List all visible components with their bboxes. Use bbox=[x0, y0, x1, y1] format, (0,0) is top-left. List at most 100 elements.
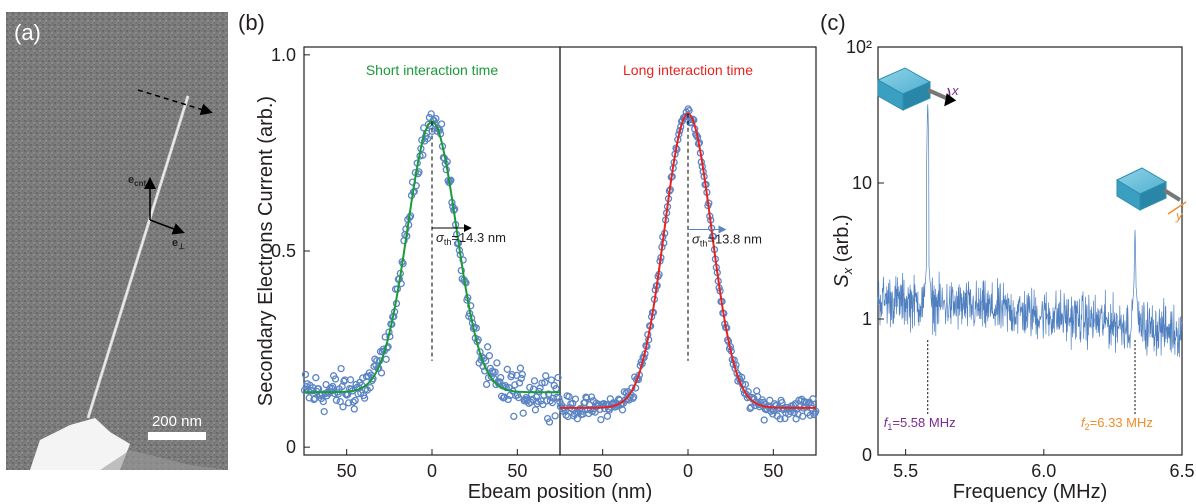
sigma-annotation-right: σth=13.8 nm bbox=[692, 231, 762, 248]
data-point bbox=[339, 403, 347, 411]
data-point bbox=[447, 176, 455, 184]
data-point bbox=[337, 364, 345, 373]
x-tick-label: 50 bbox=[763, 461, 783, 481]
peak-markers bbox=[927, 340, 1136, 415]
x-tick-label: 0 bbox=[427, 461, 437, 481]
y-axis-title-b: Secondary Electrons Current (arb.) bbox=[255, 96, 277, 406]
svg-text:y: y bbox=[1175, 208, 1184, 223]
data-point bbox=[504, 395, 512, 404]
data-point bbox=[467, 302, 475, 310]
panel-a: ecnt e⊥ 200 nm (a) bbox=[6, 12, 228, 470]
data-point bbox=[377, 369, 386, 377]
scan-direction-arrow bbox=[137, 89, 213, 116]
data-point bbox=[551, 412, 559, 420]
data-point bbox=[571, 395, 580, 403]
gaussian-fit-left bbox=[304, 120, 560, 394]
panel-label-c: (c) bbox=[820, 10, 846, 35]
data-point bbox=[373, 357, 381, 365]
y-axis-ticks-b: 0 0.5 1.0 bbox=[271, 45, 310, 457]
data-point bbox=[760, 416, 768, 424]
data-point bbox=[530, 377, 539, 385]
data-point bbox=[519, 409, 527, 417]
data-point bbox=[423, 134, 432, 143]
y-tick-label: 0 bbox=[862, 445, 872, 465]
peak-label-f2: f2=6.33 MHz bbox=[1081, 415, 1153, 432]
data-point bbox=[351, 396, 359, 405]
data-point bbox=[548, 399, 556, 407]
clamp-blob bbox=[30, 418, 130, 470]
data-point bbox=[630, 393, 638, 401]
data-point bbox=[310, 395, 318, 404]
x-axis-title-c: Frequency (MHz) bbox=[953, 481, 1107, 503]
sigma-annotation-left: σth=14.3 nm bbox=[436, 230, 506, 247]
data-point bbox=[340, 377, 348, 385]
x-tick-label: 50 bbox=[337, 461, 357, 481]
data-point bbox=[585, 409, 593, 418]
data-point bbox=[503, 365, 511, 373]
title-long: Long interaction time bbox=[623, 62, 753, 78]
data-point bbox=[809, 395, 817, 403]
e-perp-arrow bbox=[149, 219, 185, 235]
panel-c: (c) 0 1 10 10² 5.5 6.0 6.5 f1=5.58 MHz f2=6.3… bbox=[820, 10, 1195, 503]
data-point bbox=[334, 390, 342, 398]
data-point bbox=[518, 370, 526, 379]
y-tick-label: 0.5 bbox=[271, 241, 296, 261]
panel-label-a: (a) bbox=[14, 20, 41, 45]
data-point bbox=[799, 412, 807, 420]
data-point bbox=[747, 403, 755, 411]
data-point bbox=[741, 380, 750, 389]
y-tick-label: 0 bbox=[286, 437, 296, 457]
data-point bbox=[360, 394, 369, 402]
data-point bbox=[515, 379, 524, 387]
data-point bbox=[350, 405, 358, 413]
data-point bbox=[493, 359, 501, 367]
x-tick-label: 6.0 bbox=[1031, 461, 1056, 481]
data-point bbox=[322, 380, 330, 389]
spectrum-line bbox=[877, 104, 1183, 358]
title-short: Short interaction time bbox=[366, 62, 498, 78]
data-point bbox=[522, 394, 530, 402]
data-point bbox=[319, 397, 327, 406]
y-tick-label: 1 bbox=[862, 309, 872, 329]
x-tick-label: 50 bbox=[507, 461, 527, 481]
data-point bbox=[554, 373, 562, 382]
data-point bbox=[542, 372, 550, 380]
sem-image bbox=[6, 12, 228, 470]
data-point bbox=[541, 378, 549, 387]
y-tick-label: 1.0 bbox=[271, 45, 296, 65]
e-perp-label: e⊥ bbox=[172, 237, 185, 251]
panel-b: (b) σth=14.3 nm σth=13.8 nm Short intera… bbox=[238, 10, 820, 503]
data-point bbox=[555, 394, 563, 402]
x-tick-label: 5.5 bbox=[893, 461, 918, 481]
x-tick-label: 50 bbox=[593, 461, 613, 481]
data-point bbox=[508, 371, 516, 379]
data-point bbox=[526, 383, 534, 392]
data-point bbox=[491, 368, 499, 376]
panel-label-b: (b) bbox=[238, 10, 265, 35]
data-point bbox=[753, 387, 761, 395]
data-point bbox=[532, 393, 541, 401]
peak-label-f1: f1=5.58 MHz bbox=[884, 415, 956, 432]
y-axis-title-c: Sx (arb.) bbox=[831, 214, 855, 287]
data-point bbox=[483, 343, 492, 351]
data-point bbox=[349, 398, 357, 406]
data-point bbox=[485, 352, 494, 360]
y-axis-ticks-c: 0 1 10 10² bbox=[846, 37, 884, 465]
x-tick-label: 0 bbox=[683, 461, 693, 481]
data-point bbox=[331, 375, 340, 383]
data-point bbox=[366, 383, 374, 392]
data-point bbox=[514, 393, 523, 402]
data-point bbox=[531, 406, 540, 414]
data-point bbox=[432, 114, 440, 123]
data-point bbox=[517, 374, 525, 383]
x-axis-ticks-b: 50 0 50 50 0 50 bbox=[337, 449, 783, 481]
data-point bbox=[457, 266, 465, 275]
x-axis-ticks-c: 5.5 6.0 6.5 bbox=[893, 449, 1195, 481]
data-point bbox=[776, 415, 784, 423]
data-point bbox=[329, 382, 337, 391]
data-point bbox=[437, 120, 446, 128]
data-point bbox=[312, 374, 320, 382]
scale-bar bbox=[148, 432, 206, 440]
data-point bbox=[428, 127, 436, 135]
